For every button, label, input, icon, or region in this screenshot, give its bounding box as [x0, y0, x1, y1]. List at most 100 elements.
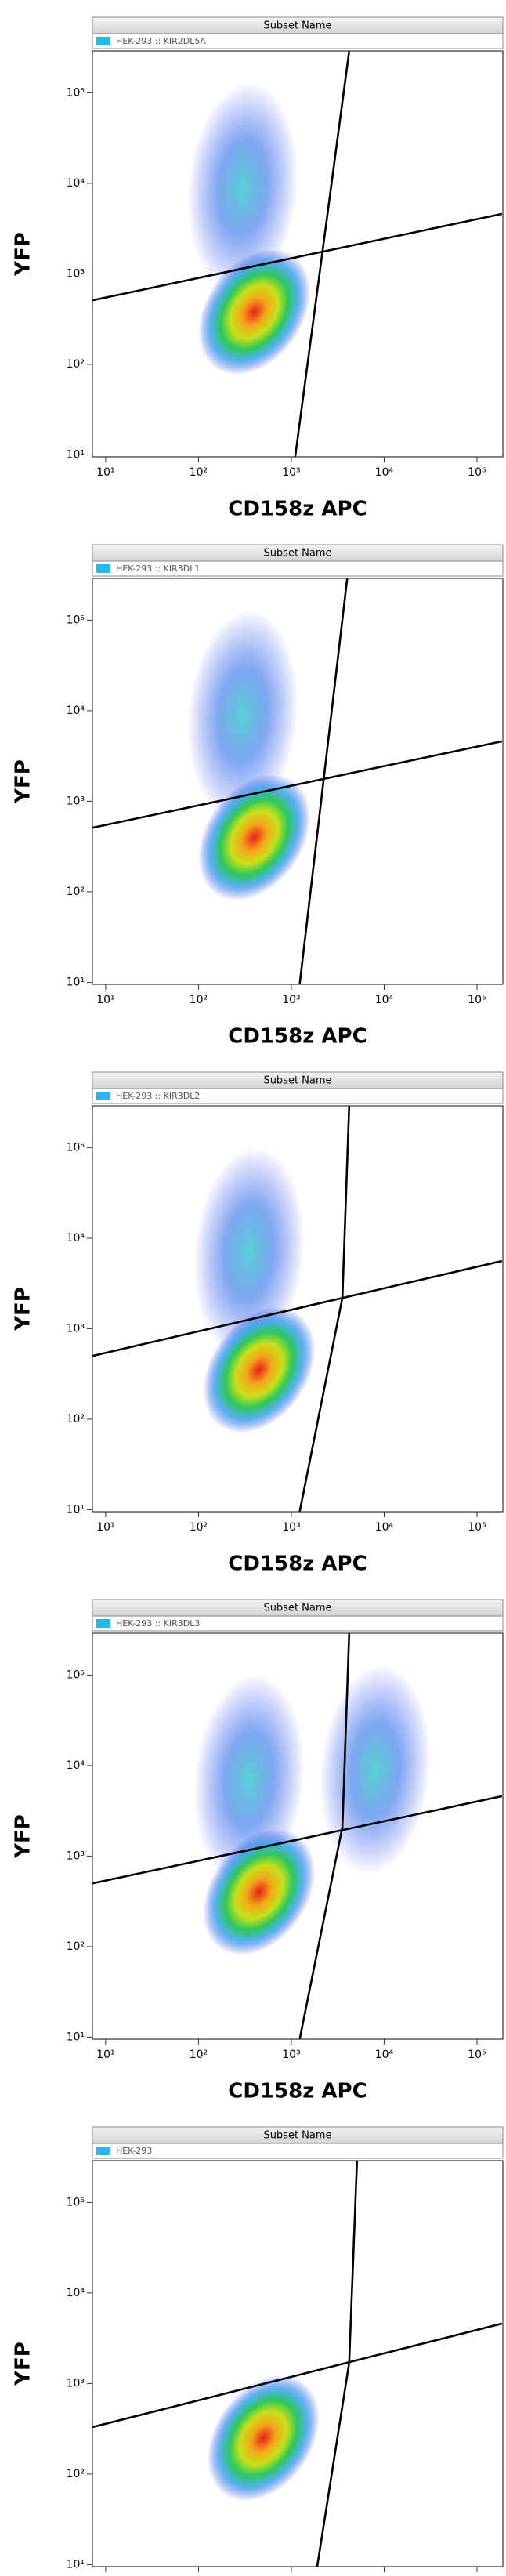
legend-swatch	[96, 2147, 110, 2155]
x-tick-label: 10¹	[96, 1521, 114, 1534]
legend-title: Subset Name	[263, 1075, 331, 1087]
x-axis-label: CD158z APC	[228, 1025, 367, 1049]
gate-line	[92, 740, 503, 829]
y-tick-label: 10⁴	[67, 1232, 85, 1245]
y-axis-label: YFP	[12, 1814, 35, 1859]
x-tick-label: 10²	[190, 994, 208, 1006]
y-tick-label: 10⁴	[67, 705, 85, 717]
y-axis-label: YFP	[12, 1287, 35, 1331]
y-tick-label: 10¹	[67, 1503, 85, 1516]
y-tick-label: 10²	[67, 358, 85, 371]
gate-line	[92, 212, 503, 302]
plot-content	[92, 51, 503, 457]
gate-line	[92, 2322, 503, 2429]
x-tick-label: 10⁵	[468, 1521, 486, 1534]
x-tick-label: 10¹	[96, 2049, 114, 2061]
legend-body	[92, 1615, 504, 1632]
x-tick-label: 10¹	[96, 466, 114, 479]
population	[187, 609, 298, 821]
plot-area	[92, 51, 503, 457]
y-axis-label: YFP	[12, 2342, 35, 2386]
x-tick-label: 10²	[190, 1521, 208, 1534]
gate-line	[298, 1633, 351, 2039]
legend-title: Subset Name	[263, 2130, 331, 2142]
plot-frame	[92, 578, 504, 985]
y-tick-label: 10²	[67, 2468, 85, 2480]
population	[198, 248, 311, 375]
y-tick-label: 10³	[67, 1322, 85, 1335]
plot-frame	[92, 1632, 504, 2040]
y-axis-label: YFP	[12, 232, 35, 277]
x-tick-label: 10³	[282, 994, 300, 1006]
y-tick-label: 10²	[67, 886, 85, 898]
plot-content	[92, 2161, 503, 2567]
legend-label: HEK-293 :: KIR3DL3	[116, 1618, 200, 1629]
legend-swatch	[96, 564, 110, 573]
y-tick-label: 10³	[67, 2377, 85, 2389]
legend-label: HEK-293 :: KIR3DL1	[116, 563, 200, 574]
x-axis-label: CD158z APC	[228, 1552, 367, 1576]
x-tick-label: 10⁴	[375, 1521, 394, 1534]
x-tick-label: 10⁴	[375, 994, 394, 1006]
gate-line	[92, 1259, 503, 1357]
y-tick-label: 10²	[67, 1940, 85, 1953]
x-tick-label: 10⁵	[468, 994, 486, 1006]
plot-frame	[92, 2160, 504, 2567]
legend-body	[92, 2143, 504, 2159]
legend-label: HEK-293 :: KIR2DL5A	[116, 36, 206, 46]
plot-frame	[92, 50, 504, 458]
x-tick-label: 10³	[282, 1521, 300, 1534]
y-tick-label: 10¹	[67, 976, 85, 988]
plot-content	[92, 1633, 503, 2039]
population	[207, 2375, 320, 2502]
gate-line	[316, 2161, 359, 2567]
x-tick-label: 10²	[190, 2049, 208, 2061]
legend-label: HEK-293 :: KIR3DL2	[116, 1091, 200, 1101]
legend-swatch	[96, 1619, 110, 1628]
legend-swatch	[96, 1092, 110, 1100]
legend-body	[92, 560, 504, 577]
legend-title: Subset Name	[263, 1603, 331, 1614]
population	[187, 82, 298, 293]
y-tick-label: 10¹	[67, 448, 85, 461]
legend-title: Subset Name	[263, 548, 331, 560]
x-tick-label: 10⁵	[468, 466, 486, 479]
x-tick-label: 10¹	[96, 994, 114, 1006]
y-tick-label: 10⁴	[67, 2287, 85, 2299]
y-tick-label: 10¹	[67, 2031, 85, 2043]
x-tick-label: 10²	[190, 466, 208, 479]
plot-area	[92, 2161, 503, 2567]
y-axis-label: YFP	[12, 759, 35, 804]
x-axis-label: CD158z APC	[228, 2080, 367, 2103]
x-tick-label: 10⁴	[375, 2049, 394, 2061]
x-tick-label: 10⁴	[375, 466, 394, 479]
panel: Subset NameHEK-29310¹10²10³10⁴10⁵10¹10²1…	[12, 2126, 504, 2572]
legend-swatch	[96, 37, 110, 45]
y-tick-label: 10⁵	[67, 1668, 85, 1681]
y-tick-label: 10³	[67, 795, 85, 807]
plot-area	[92, 578, 503, 984]
y-tick-label: 10²	[67, 1413, 85, 1426]
x-tick-label: 10³	[282, 466, 300, 479]
x-tick-label: 10⁵	[468, 2049, 486, 2061]
population	[320, 1664, 431, 1875]
legend-body	[92, 33, 504, 49]
y-tick-label: 10⁵	[67, 1141, 85, 1154]
population	[193, 1147, 305, 1358]
y-tick-label: 10⁵	[67, 614, 85, 626]
gate-line	[298, 1106, 351, 1512]
y-tick-label: 10⁴	[67, 177, 85, 190]
gate-line	[294, 51, 351, 457]
legend-title: Subset Name	[263, 20, 331, 32]
legend-label: HEK-293	[116, 2146, 152, 2156]
plot-content	[92, 1106, 503, 1512]
y-tick-label: 10⁵	[67, 86, 85, 99]
population	[203, 1829, 316, 1955]
y-tick-label: 10¹	[67, 2558, 85, 2571]
x-tick-label: 10³	[282, 2049, 300, 2061]
